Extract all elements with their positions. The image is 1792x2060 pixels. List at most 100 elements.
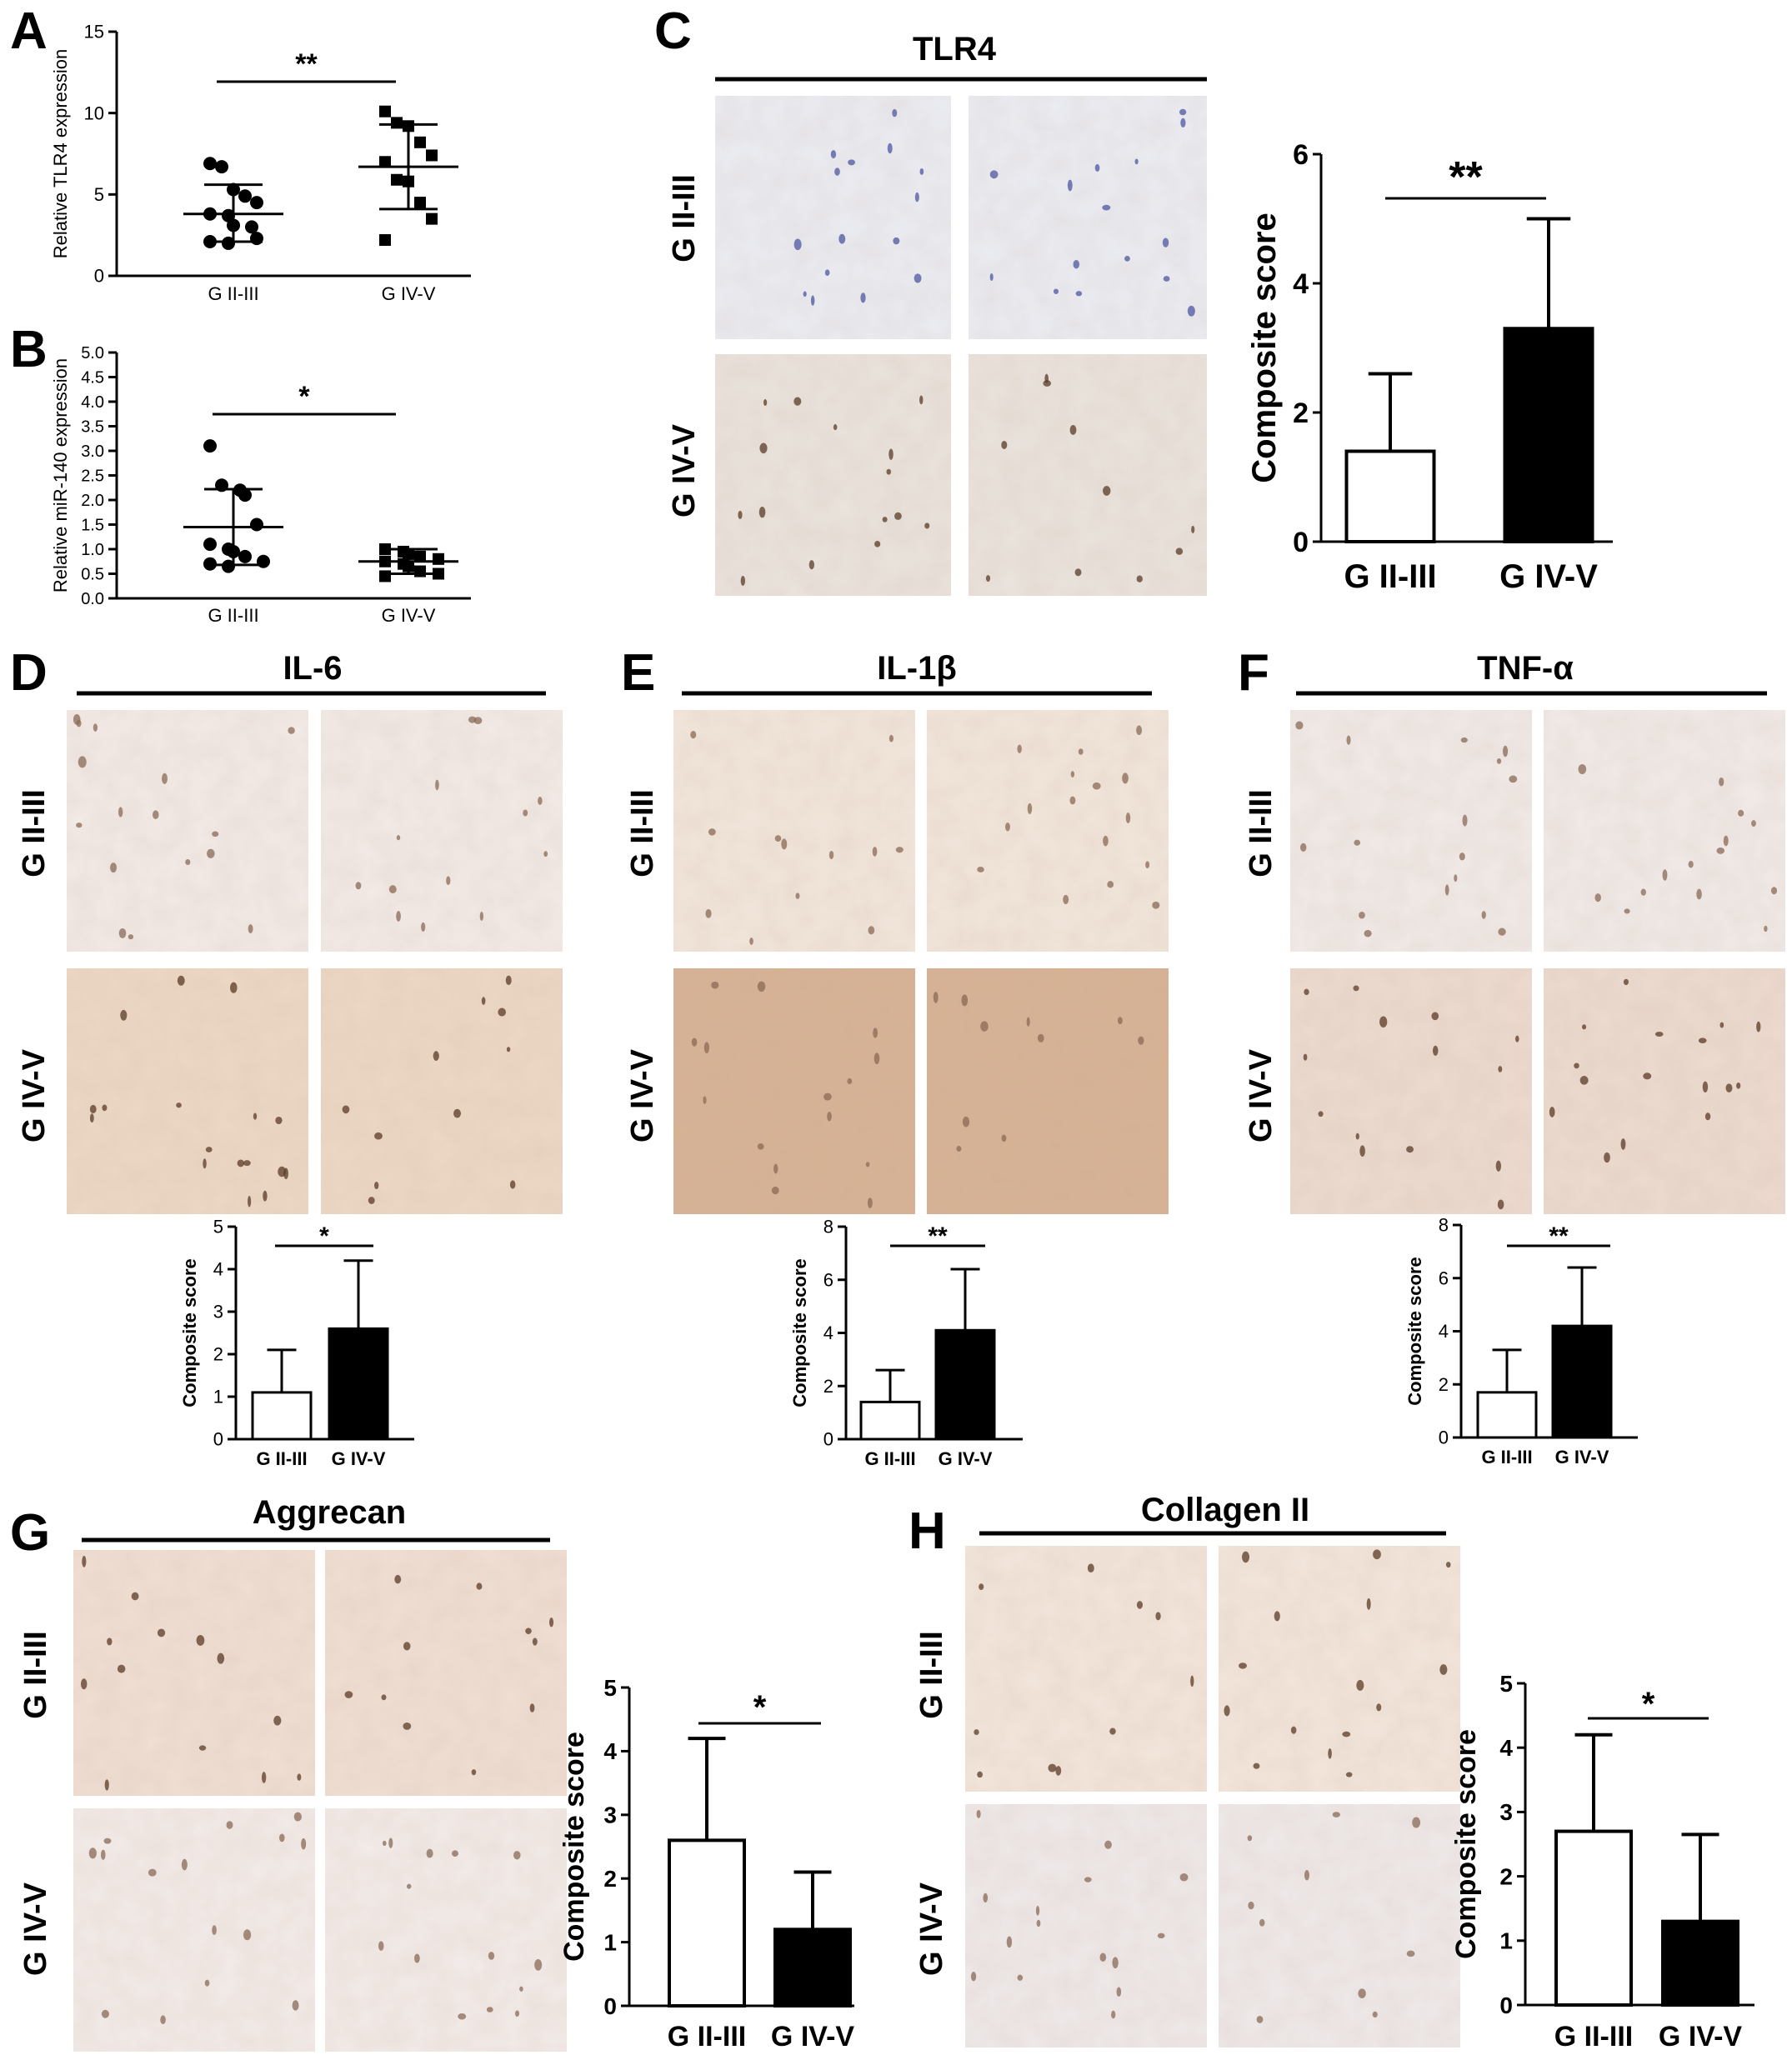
panel-h-category-label: G IV-V (1659, 2021, 1742, 2052)
micrograph-e-top-2 (927, 710, 1169, 952)
panel-label-a: A (10, 2, 48, 60)
panel-h-y-tick-label: 3 (1499, 1799, 1513, 1825)
panel-c-y-tick-label: 4 (1293, 268, 1309, 300)
panel-f-y-tick-label: 4 (1439, 1321, 1449, 1342)
panel-b-point (414, 565, 426, 578)
panel-a-category-label: G IV-V (382, 283, 436, 304)
panel-b-y-tick-label: 0.0 (81, 590, 104, 608)
panel-b-y-tick-label: 2.0 (81, 492, 104, 510)
panel-e-title: IL-1β (877, 650, 957, 687)
panel-c-y-tick-label: 6 (1293, 139, 1309, 171)
chart-g: 0 1 2 3 4 5 Composite score G II-III G IV-V * (558, 1675, 854, 2052)
panel-a-point (426, 212, 438, 225)
panel-f-y-tick-label: 6 (1439, 1268, 1449, 1288)
panel-d-y-tick-label: 2 (213, 1344, 223, 1365)
panel-a-point (250, 196, 263, 210)
panel-b-point (238, 488, 252, 502)
micrograph-h-top-1 (965, 1546, 1207, 1792)
panel-a-point (391, 117, 403, 129)
panel-b-point (414, 550, 426, 562)
panel-e-row-label-bottom: G IV-V (625, 1048, 660, 1142)
panel-a-point (426, 149, 438, 162)
panel-f-title: TNF-α (1477, 650, 1574, 687)
panel-g-y-tick-label: 2 (603, 1866, 617, 1892)
panel-a-point (238, 189, 252, 203)
panel-h-y-label: Composite score (1450, 1729, 1482, 1959)
micrograph-d-bottom-1 (67, 968, 308, 1214)
panel-g-y-tick-label: 0 (603, 1993, 617, 2019)
panel-e-category-label: G II-III (864, 1448, 915, 1469)
panel-e-y-tick-label: 2 (823, 1376, 833, 1397)
panel-e-bar-2 (934, 1328, 996, 1441)
panel-g-category-label: G II-III (668, 2021, 746, 2052)
panel-h-bar-2 (1661, 1919, 1739, 2007)
micrograph-tiles (67, 96, 1785, 2052)
panel-a-point (250, 232, 263, 246)
panel-a-point (414, 136, 426, 148)
panel-a-point (215, 160, 228, 174)
panel-f-category-label: G II-III (1481, 1447, 1532, 1468)
micrograph-g-bottom-2 (325, 1808, 567, 2052)
panel-g-y-tick-label: 1 (603, 1929, 617, 1955)
panel-a-point (245, 220, 258, 234)
micrograph-c-top-1 (715, 96, 951, 339)
panel-b-point (203, 439, 217, 453)
panel-b-point (379, 570, 391, 582)
micrograph-e-bottom-1 (673, 968, 915, 1214)
panel-h-significance-label: * (1642, 1686, 1655, 1722)
chart-c: 0 2 4 6 Composite score G II-III G IV-V ** (1246, 139, 1613, 595)
panel-b-y-label: Relative miR-140 expression (50, 358, 71, 592)
panel-c-bar-1 (1344, 449, 1436, 543)
panel-g-y-tick-label: 4 (603, 1738, 617, 1764)
micrograph-c-bottom-2 (969, 354, 1207, 596)
panel-d-y-tick-label: 1 (213, 1387, 223, 1408)
panel-a-point (203, 157, 217, 171)
micrograph-h-bottom-1 (965, 1804, 1207, 2048)
micrograph-h-top-2 (1219, 1546, 1460, 1792)
panel-label-h: H (909, 1502, 946, 1560)
panel-d-category-label: G II-III (256, 1448, 307, 1469)
panel-h-category-label: G II-III (1554, 2021, 1633, 2052)
panel-d-row-label-top: G II-III (17, 789, 52, 878)
panel-b-point (222, 559, 235, 573)
micrograph-d-bottom-2 (321, 968, 563, 1214)
panel-d-y-tick-label: 3 (213, 1302, 223, 1322)
panel-a-y-tick-label: 0 (94, 266, 104, 287)
panel-e-y-tick-label: 8 (823, 1217, 833, 1238)
panel-d-y-tick-label: 4 (213, 1259, 223, 1280)
panel-f-significance-label: ** (1549, 1222, 1569, 1250)
panel-d-y-label: Composite score (179, 1258, 200, 1408)
panel-a-y-tick-label: 15 (84, 22, 104, 42)
panel-b-significance-label: * (298, 381, 310, 412)
panel-f-bar-2 (1551, 1324, 1613, 1439)
micrograph-g-top-2 (325, 1550, 567, 1796)
panel-label-g: G (10, 1504, 50, 1562)
panel-c-significance-label: ** (1449, 153, 1483, 202)
panel-d-row-label-bottom: G IV-V (17, 1048, 52, 1142)
panel-g-title: Aggrecan (253, 1494, 407, 1531)
panel-b-y-tick-label: 5.0 (81, 344, 104, 362)
panel-h-y-tick-label: 2 (1499, 1863, 1513, 1889)
panel-b-y-tick-label: 0.5 (81, 566, 104, 584)
panel-e-bar-1 (859, 1400, 921, 1441)
panel-f-y-tick-label: 2 (1439, 1374, 1449, 1395)
panel-b-y-tick-label: 1.0 (81, 541, 104, 559)
panel-e-row-label-top: G II-III (625, 789, 660, 878)
panel-h-row-label-top: G II-III (914, 1631, 949, 1719)
panel-h-y-tick-label: 4 (1499, 1735, 1513, 1761)
panel-b-category-label: G IV-V (382, 605, 436, 626)
panel-a-point (379, 234, 391, 247)
panel-d-bar-1 (251, 1391, 313, 1441)
panel-f-bar-1 (1476, 1391, 1538, 1439)
micrograph-d-top-1 (67, 710, 308, 952)
panel-a-point (414, 197, 426, 209)
micrograph-f-top-1 (1290, 710, 1532, 952)
chart-d: 0 1 2 3 4 5 Composite score G II-III G IV-V * (179, 1217, 414, 1469)
panel-e-y-tick-label: 4 (823, 1322, 833, 1343)
panel-a-point (391, 173, 403, 186)
panel-b-y-tick-label: 3.0 (81, 442, 104, 461)
panel-g-y-label: Composite score (558, 1732, 590, 1962)
micrograph-e-top-1 (673, 710, 915, 952)
panel-b-y-tick-label: 2.5 (81, 468, 104, 486)
